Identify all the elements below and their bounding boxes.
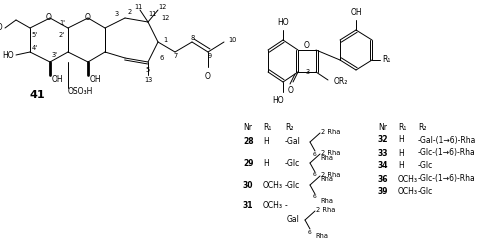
- Text: O: O: [85, 13, 91, 22]
- Text: Rha: Rha: [320, 176, 333, 182]
- Text: 6: 6: [308, 229, 312, 234]
- Text: OH: OH: [90, 75, 102, 85]
- Text: 7: 7: [174, 53, 178, 59]
- Text: 8: 8: [191, 35, 195, 41]
- Text: 6: 6: [313, 194, 317, 200]
- Text: OH: OH: [350, 8, 362, 17]
- Text: 34: 34: [378, 161, 388, 170]
- Text: 30: 30: [243, 181, 254, 189]
- Text: 3': 3': [52, 52, 58, 58]
- Text: 10: 10: [228, 37, 236, 43]
- Text: OH: OH: [52, 75, 64, 85]
- Text: 2 Rha: 2 Rha: [321, 172, 340, 178]
- Text: O: O: [304, 40, 310, 49]
- Text: -: -: [285, 201, 288, 210]
- Text: HO: HO: [272, 96, 284, 105]
- Text: 31: 31: [243, 201, 254, 210]
- Text: R₂: R₂: [418, 123, 426, 133]
- Text: HO: HO: [0, 24, 3, 33]
- Text: OCH₃: OCH₃: [398, 187, 418, 196]
- Text: H: H: [398, 161, 404, 170]
- Text: OCH₃: OCH₃: [398, 174, 418, 183]
- Text: -Glc: -Glc: [285, 159, 300, 167]
- Text: HO: HO: [2, 51, 14, 60]
- Text: OCH₃: OCH₃: [263, 181, 283, 189]
- Text: 4': 4': [32, 45, 38, 51]
- Text: 2: 2: [128, 9, 132, 15]
- Text: 39: 39: [378, 187, 388, 196]
- Text: OCH₃: OCH₃: [263, 201, 283, 210]
- Text: -Glc: -Glc: [418, 161, 433, 170]
- Text: 1: 1: [163, 37, 167, 43]
- Text: 5': 5': [32, 32, 38, 38]
- Text: 6: 6: [160, 55, 164, 61]
- Text: 13: 13: [144, 77, 152, 83]
- Text: 11: 11: [134, 4, 142, 10]
- Text: Rha: Rha: [320, 155, 333, 161]
- Text: 33: 33: [378, 148, 388, 158]
- Text: 28: 28: [243, 138, 254, 147]
- Text: 29: 29: [243, 159, 254, 167]
- Text: H: H: [398, 135, 404, 145]
- Text: O: O: [288, 86, 294, 95]
- Text: 12: 12: [158, 4, 166, 10]
- Text: R₂: R₂: [285, 123, 294, 133]
- Text: -Gal-(1→6)-Rha: -Gal-(1→6)-Rha: [418, 135, 476, 145]
- Text: -Glc-(1→6)-Rha: -Glc-(1→6)-Rha: [418, 148, 476, 158]
- Text: 12: 12: [161, 15, 169, 21]
- Text: 5: 5: [146, 67, 150, 73]
- Text: 2 Rha: 2 Rha: [321, 129, 340, 135]
- Text: 6: 6: [313, 152, 317, 156]
- Text: H: H: [398, 148, 404, 158]
- Text: 3: 3: [306, 69, 310, 75]
- Text: -Glc: -Glc: [285, 181, 300, 189]
- Text: 11: 11: [148, 11, 156, 17]
- Text: OR₂: OR₂: [334, 78, 348, 87]
- Text: 9: 9: [208, 53, 212, 59]
- Text: Nr: Nr: [378, 123, 387, 133]
- Text: -Glc: -Glc: [418, 187, 433, 196]
- Text: R₁: R₁: [398, 123, 406, 133]
- Text: H: H: [263, 159, 269, 167]
- Text: R₁: R₁: [382, 55, 390, 65]
- Text: Nr: Nr: [243, 123, 252, 133]
- Text: 41: 41: [30, 90, 46, 100]
- Text: R₁: R₁: [263, 123, 272, 133]
- Text: Rha: Rha: [320, 198, 333, 204]
- Text: Gal: Gal: [287, 215, 300, 225]
- Text: O: O: [46, 13, 52, 22]
- Text: HO: HO: [277, 18, 289, 27]
- Text: 32: 32: [378, 135, 388, 145]
- Text: H: H: [263, 138, 269, 147]
- Text: 2': 2': [59, 32, 65, 38]
- Text: -Glc-(1→6)-Rha: -Glc-(1→6)-Rha: [418, 174, 476, 183]
- Text: -Gal: -Gal: [285, 138, 301, 147]
- Text: 1': 1': [59, 20, 65, 26]
- Text: Rha: Rha: [315, 233, 328, 239]
- Text: 2 Rha: 2 Rha: [316, 207, 336, 213]
- Text: 6: 6: [313, 173, 317, 178]
- Text: 36: 36: [378, 174, 388, 183]
- Text: O: O: [205, 72, 211, 81]
- Text: 2 Rha: 2 Rha: [321, 150, 340, 156]
- Text: OSO₃H: OSO₃H: [68, 87, 94, 96]
- Text: 3: 3: [115, 11, 119, 17]
